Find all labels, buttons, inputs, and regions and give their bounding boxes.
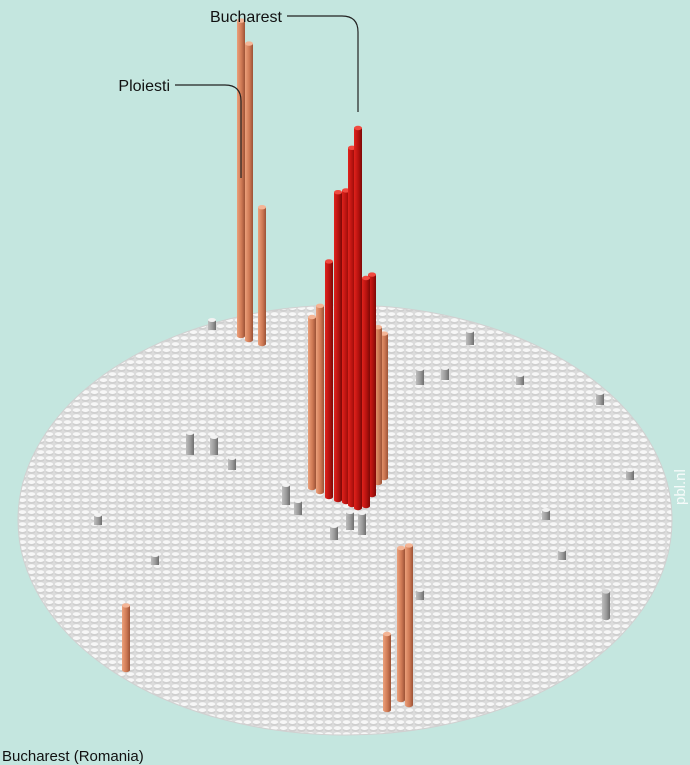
watermark: pbl.nl (672, 469, 689, 505)
minor-column (416, 367, 424, 385)
column-ploiesti-2 (245, 41, 253, 343)
minor-column (282, 483, 290, 505)
minor-column (466, 329, 474, 345)
minor-column (151, 553, 159, 565)
column-southwest-1 (122, 603, 130, 673)
minor-column (596, 391, 604, 405)
column-bucharest-5 (325, 259, 333, 500)
callout-label-bucharest: Bucharest (210, 9, 283, 26)
minor-column (346, 510, 354, 530)
minor-column (416, 588, 424, 600)
column-ploiesti-1 (237, 18, 245, 339)
minor-column (558, 548, 566, 560)
minor-column (210, 435, 218, 455)
minor-column (626, 468, 634, 480)
minor-column (542, 508, 550, 520)
column-bucharest-9 (308, 314, 316, 491)
column-south-2 (397, 545, 405, 703)
map-caption: Bucharest (Romania) (2, 748, 144, 765)
minor-column (516, 373, 524, 385)
column-bucharest-1 (354, 125, 362, 511)
base-disc (18, 305, 672, 735)
column-east-1 (602, 589, 610, 621)
column-bucharest-8 (316, 303, 324, 495)
minor-column (330, 524, 338, 540)
column-bucharest-6 (362, 275, 370, 509)
callout-label-ploiesti: Ploiesti (118, 78, 170, 95)
callout-bucharest: Bucharest (210, 9, 359, 112)
columns-group (94, 18, 634, 713)
column-south-1 (405, 543, 413, 708)
minor-column (228, 456, 236, 470)
minor-column (186, 431, 194, 455)
minor-column (94, 513, 102, 525)
callout-ploiesti: Ploiesti (118, 78, 242, 178)
column-bucharest-4 (334, 190, 342, 503)
minor-column (441, 366, 449, 380)
minor-column (358, 511, 366, 535)
column-south-3 (383, 631, 391, 713)
column-ploiesti-3 (258, 205, 266, 347)
minor-column (208, 318, 216, 330)
minor-column (294, 499, 302, 515)
